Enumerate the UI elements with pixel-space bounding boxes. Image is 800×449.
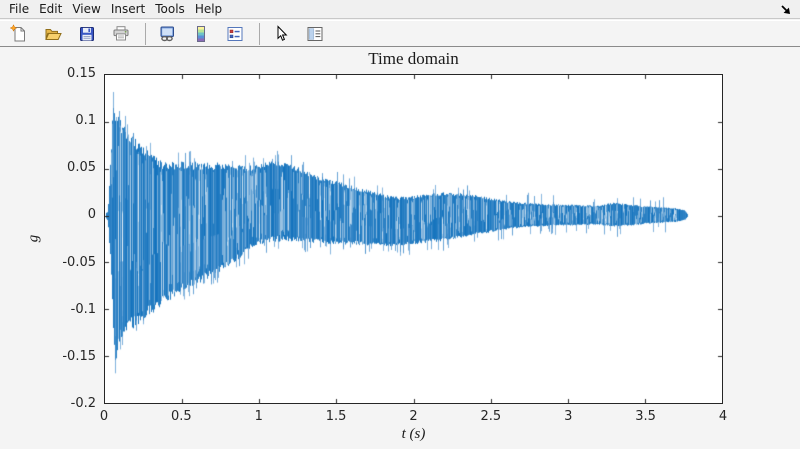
- x-tick-label: 2.5: [480, 409, 502, 424]
- legend-button[interactable]: [223, 22, 247, 46]
- chart-title: Time domain: [368, 49, 459, 68]
- pointer-icon: [277, 24, 288, 41]
- menu-item-view[interactable]: View: [72, 2, 101, 16]
- toolbar-separator: [145, 22, 146, 45]
- mouse-cursor-icon: [779, 2, 793, 16]
- figure-canvas-area: Time domain t (s) g 0 0.5 1 1.5 2 2.5 3 3.5 4 0.1…: [0, 48, 800, 449]
- legend-icon: [227, 26, 243, 41]
- open-folder-icon: [45, 28, 62, 40]
- menu-item-file[interactable]: File: [9, 2, 30, 16]
- figure-properties-button[interactable]: [303, 22, 327, 46]
- x-tick-label: 0: [99, 409, 109, 424]
- y-tick-label: 0.05: [67, 160, 96, 176]
- x-tick-label: 3.5: [635, 409, 656, 424]
- x-tick-label: 1: [254, 409, 263, 424]
- colorbar-icon: [197, 25, 205, 42]
- y-tick-label: 0.1: [75, 113, 96, 129]
- x-axis-label: t (s): [401, 426, 426, 442]
- colorbar-button[interactable]: [189, 22, 213, 46]
- menubar: File Edit View Insert Tools Help: [0, 0, 800, 19]
- x-tick-label: 3: [564, 409, 573, 424]
- waveform-canvas[interactable]: [105, 75, 722, 403]
- y-tick-label: -0.2: [70, 396, 96, 411]
- x-tick-label: 4: [718, 409, 728, 424]
- x-tick-label: 2: [409, 409, 418, 424]
- save-icon: [80, 26, 94, 41]
- toolbar: [0, 20, 800, 47]
- menu-item-edit[interactable]: Edit: [39, 2, 63, 16]
- pointer-button[interactable]: [269, 22, 293, 46]
- print-button[interactable]: [109, 22, 133, 46]
- copy-figure-button[interactable]: [155, 22, 179, 46]
- y-tick-label: -0.1: [70, 301, 96, 317]
- open-button[interactable]: [41, 22, 65, 46]
- x-tick-label: 0.5: [171, 409, 192, 424]
- y-tick-label: 0.15: [67, 66, 96, 81]
- y-tick-label: 0: [87, 207, 96, 223]
- new-figure-icon: [9, 23, 25, 41]
- x-tick-label: 1.5: [325, 409, 347, 424]
- copy-figure-icon: [160, 26, 174, 41]
- new-figure-button[interactable]: [7, 22, 31, 46]
- menu-item-tools[interactable]: Tools: [155, 2, 185, 16]
- y-axis-label: g: [25, 234, 42, 243]
- figure-properties-icon: [307, 26, 323, 41]
- print-icon: [113, 25, 129, 40]
- save-button[interactable]: [75, 22, 99, 46]
- toolbar-separator: [259, 22, 260, 45]
- y-tick-label: -0.05: [62, 254, 96, 270]
- menu-item-insert[interactable]: Insert: [110, 2, 146, 16]
- menu-item-help[interactable]: Help: [194, 2, 223, 16]
- y-tick-label: -0.15: [62, 348, 96, 364]
